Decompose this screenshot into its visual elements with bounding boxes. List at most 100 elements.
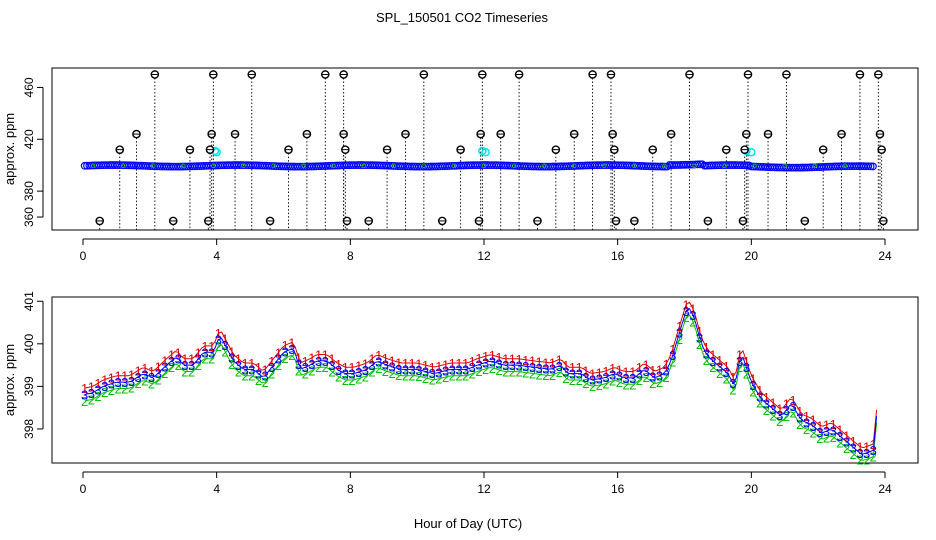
series-2-marker: 2 (756, 396, 763, 411)
series-3-marker: 3 (141, 367, 148, 382)
series-3-marker: 3 (348, 367, 355, 382)
series-1-marker: 1 (382, 351, 389, 366)
series-1-line (84, 301, 878, 449)
series-3-marker: 3 (201, 345, 208, 360)
series-2-marker: 2 (843, 441, 850, 456)
series-3-marker: 3 (288, 342, 295, 357)
series-1-marker: 1 (676, 319, 683, 334)
series-3-marker: 3 (830, 423, 837, 438)
x-tick-label: 4 (213, 249, 220, 263)
series-2-marker: 2 (188, 364, 195, 379)
series-2-marker: 2 (582, 376, 589, 391)
series-1-marker: 1 (622, 364, 629, 379)
series-3-marker: 3 (676, 325, 683, 340)
data-point-green (120, 163, 126, 169)
series-3-marker: 3 (783, 403, 790, 418)
series-2-marker: 2 (562, 371, 569, 386)
series-2-marker: 2 (442, 370, 449, 385)
series-1-marker: 1 (649, 363, 656, 378)
series-3-marker: 3 (409, 362, 416, 377)
series-1-marker: 1 (582, 363, 589, 378)
data-point (740, 161, 749, 170)
data-point-green (692, 163, 697, 169)
data-point-green (331, 163, 336, 169)
series-1-marker: 1 (362, 357, 369, 372)
series-1-marker: 1 (395, 355, 402, 370)
series-2-marker: 2 (181, 364, 188, 379)
series-3-marker: 3 (870, 443, 877, 458)
series-1-marker: 1 (208, 339, 215, 354)
series-3-marker: 3 (763, 396, 770, 411)
x-tick-label: 12 (477, 482, 491, 496)
series-3-marker: 3 (355, 365, 362, 380)
series-2-marker: 2 (148, 377, 155, 392)
series-2-marker: 2 (836, 435, 843, 450)
series-1-marker: 1 (870, 437, 877, 452)
series-2-marker: 2 (155, 372, 162, 387)
data-point (864, 162, 873, 171)
series-3-marker: 3 (415, 363, 422, 378)
series-1-marker: 1 (703, 340, 710, 355)
series-3-marker: 3 (696, 330, 703, 345)
series-1-marker: 1 (723, 359, 730, 374)
data-point-green (421, 163, 427, 169)
series-2-marker: 2 (529, 366, 536, 381)
data-point-green (211, 163, 216, 169)
series-3-marker: 3 (121, 375, 128, 390)
series-1-marker: 1 (101, 372, 108, 387)
series-2-marker: 2 (88, 393, 95, 408)
top-y-axis-label: approx. ppm (2, 113, 17, 185)
series-2-marker: 2 (743, 367, 750, 382)
series-1-marker: 1 (716, 353, 723, 368)
bottom-plot-content: 1 1 1 1 1 1 1 1 1 1 1 1 1 1 1 1 1 1 1 11 11 1 1 1 1 111 1 11 1 1 1 1 1 1 1… (81, 297, 878, 467)
series-2-marker: 2 (435, 372, 442, 387)
data-point-green (361, 163, 367, 169)
series-3-marker: 3 (716, 360, 723, 375)
data-point-green (632, 163, 637, 169)
series-1-marker: 1 (348, 360, 355, 375)
series-1-marker: 1 (322, 347, 329, 362)
series-3-marker: 3 (749, 378, 756, 393)
series-3-marker: 3 (656, 369, 663, 384)
series-1-marker: 1 (188, 352, 195, 367)
series-1-marker: 1 (629, 364, 636, 379)
series-1-marker: 1 (636, 360, 643, 375)
series-2-marker: 2 (716, 366, 723, 381)
series-3-marker: 3 (823, 424, 830, 439)
series-3-marker: 3 (669, 348, 676, 363)
series-2-marker: 2 (215, 339, 222, 354)
series-3-marker: 3 (703, 346, 710, 361)
series-2-marker: 2 (348, 373, 355, 388)
series-2-marker: 2 (863, 452, 870, 467)
series-3-marker: 3 (442, 364, 449, 379)
y-tick-label: 460 (22, 77, 36, 97)
series-3-marker: 3 (235, 358, 242, 373)
series-2-marker: 2 (703, 353, 710, 368)
series-2-marker: 2 (509, 364, 516, 379)
series-1-marker: 1 (796, 404, 803, 419)
data-point-green (782, 163, 788, 169)
series-1-marker: 1 (549, 355, 556, 370)
series-1-marker: 1 (562, 358, 569, 373)
series-2-marker: 2 (141, 374, 148, 389)
series-2-marker: 2 (502, 364, 509, 379)
data-point-green (571, 163, 577, 169)
series-3-marker: 3 (796, 411, 803, 426)
series-1-marker: 1 (161, 353, 168, 368)
series-2-marker: 2 (556, 365, 563, 380)
series-3-marker: 3 (769, 402, 776, 417)
series-3-marker: 3 (602, 370, 609, 385)
series-3-marker: 3 (622, 371, 629, 386)
series-1-marker: 1 (295, 351, 302, 366)
series-2-marker: 2 (709, 360, 716, 375)
series-1-marker: 1 (776, 401, 783, 416)
series-2-marker: 2 (368, 364, 375, 379)
series-3-marker: 3 (495, 357, 502, 372)
series-2-marker: 2 (362, 369, 369, 384)
series-1-marker: 1 (576, 360, 583, 375)
series-2-marker: 2 (241, 369, 248, 384)
series-1-marker: 1 (810, 413, 817, 428)
series-1-marker: 1 (308, 351, 315, 366)
series-2-marker: 2 (262, 375, 269, 390)
